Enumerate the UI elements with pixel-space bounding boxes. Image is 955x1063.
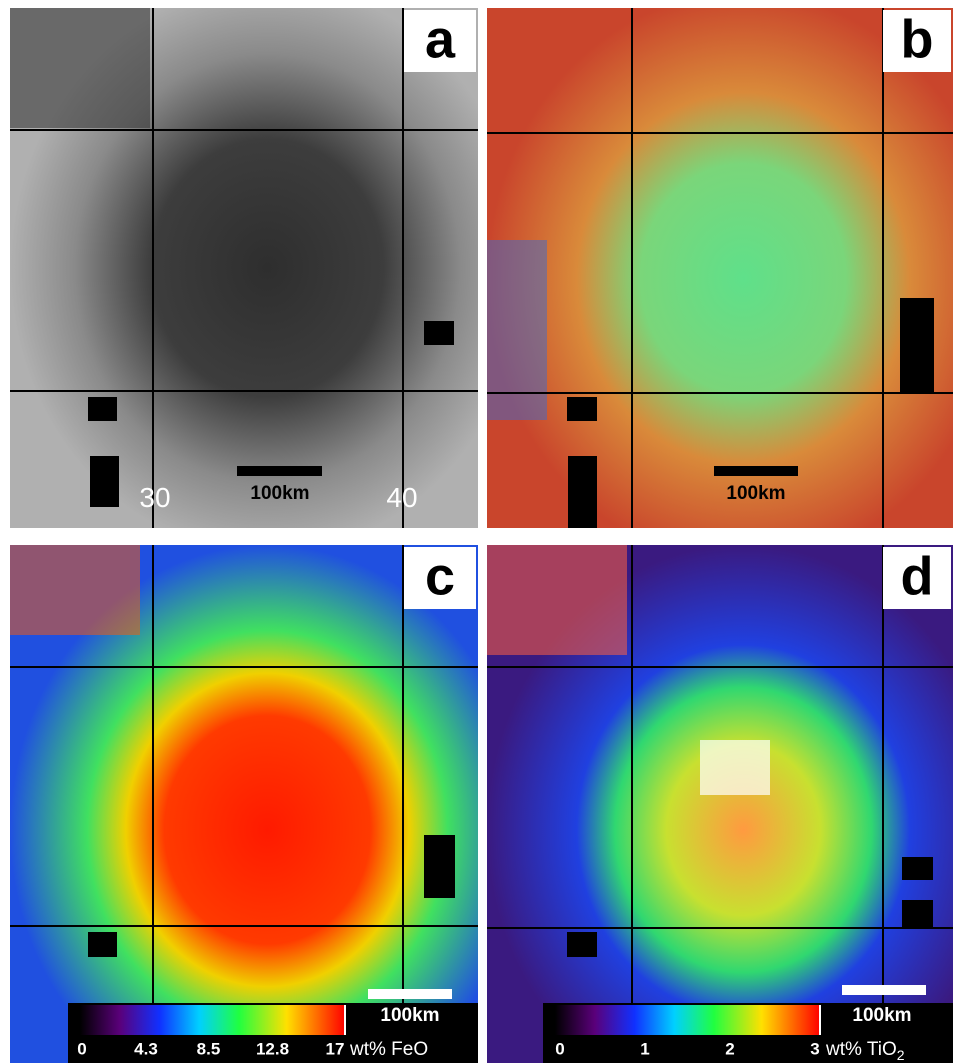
colorbar-tick-label: 17 [326, 1039, 345, 1058]
longitude-label: 30 [139, 482, 170, 513]
scale-bar-label: 100km [380, 1005, 439, 1026]
unit-subscript: 2 [897, 1047, 905, 1063]
panel-label: b [901, 9, 934, 69]
panel-label: c [425, 546, 455, 606]
colorbar [80, 1005, 345, 1035]
colorbar-tick-label: 0 [77, 1039, 86, 1058]
scale-bar-label: 100km [726, 483, 785, 504]
colorbar-tick-label: 2 [725, 1039, 734, 1058]
panel-label: d [901, 546, 934, 606]
panel-label: a [425, 9, 456, 69]
longitude-label: 40 [386, 482, 417, 513]
colorbar-tick-label: 1 [640, 1039, 649, 1058]
panel-a: a 100km 30 40 [10, 8, 478, 528]
colorbar-tick-label: 3 [810, 1039, 819, 1058]
colorbar-tick-label: 4.3 [134, 1039, 158, 1058]
scale-bar-label: 100km [250, 483, 309, 504]
scale-bar-label: 100km [852, 1005, 911, 1026]
unit-text: wt% TiO [825, 1039, 897, 1060]
colorbar-tick-label: 12.8 [256, 1039, 289, 1058]
panel-b: b 100km [487, 8, 953, 528]
colorbar-tick-label: 0 [555, 1039, 564, 1058]
colorbar [555, 1005, 820, 1035]
panel-c: c 100km wt% FeO 0 4.3 8.5 12.8 17 [10, 545, 478, 1063]
colorbar-tick-label: 8.5 [197, 1039, 221, 1058]
colorbar-unit: wt% TiO2 [825, 1039, 905, 1063]
figure: a 100km 30 40 b 100km c 100km wt% FeO 04… [0, 0, 955, 1063]
colorbar-unit: wt% FeO [349, 1039, 428, 1060]
